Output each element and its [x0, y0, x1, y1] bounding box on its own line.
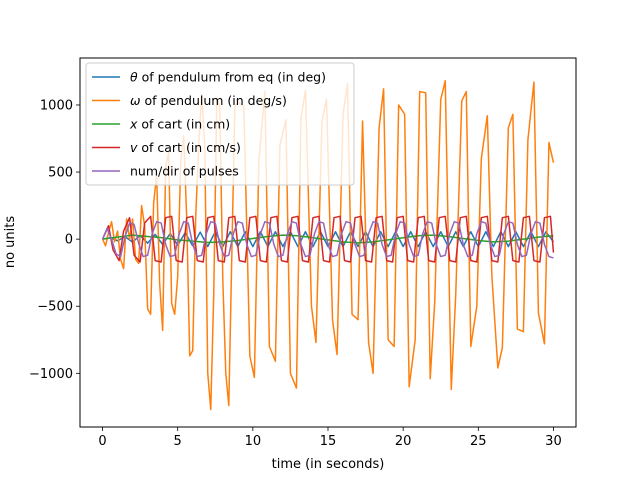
x-axis-ticks: 0 5 10 15 20 25 30 — [98, 427, 562, 449]
y-tick-label: 0 — [65, 233, 73, 248]
y-tick-label: 500 — [48, 166, 73, 181]
x-tick-label: 10 — [245, 434, 262, 449]
y-axis-label: no units — [3, 216, 18, 269]
x-tick-label: 25 — [470, 434, 487, 449]
legend-label-3: x of cart (in cm) — [129, 117, 230, 132]
x-tick-label: 5 — [174, 434, 182, 449]
legend-label-1: θ of pendulum from eq (in deg) — [130, 70, 326, 85]
y-tick-label: −1000 — [29, 367, 73, 382]
x-tick-label: 15 — [320, 434, 337, 449]
legend-label-2: ω of pendulum (in deg/s) — [130, 93, 287, 108]
y-tick-label: 1000 — [40, 98, 73, 113]
x-axis-label: time (in seconds) — [272, 457, 385, 472]
legend-label-4: v of cart (in cm/s) — [130, 140, 241, 155]
y-tick-label: −500 — [37, 300, 73, 315]
x-tick-label: 0 — [98, 434, 106, 449]
series-line-5 — [101, 220, 554, 259]
series-line-4 — [101, 215, 555, 263]
legend: θ of pendulum from eq (in deg) ω of pendu… — [85, 62, 355, 186]
legend-label-5: num/dir of pulses — [130, 164, 239, 179]
x-tick-label: 30 — [545, 434, 562, 449]
x-tick-label: 20 — [395, 434, 412, 449]
y-axis-ticks: −1000 −500 0 500 1000 — [29, 98, 80, 382]
legend-frame — [85, 62, 355, 186]
